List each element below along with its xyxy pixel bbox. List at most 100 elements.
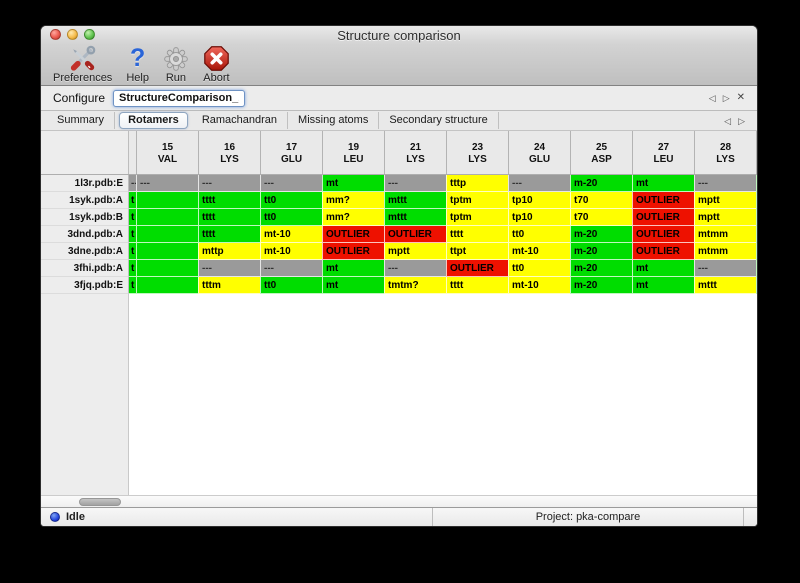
rotamer-cell[interactable]: ---: [508, 175, 570, 192]
rotamer-cell[interactable]: ---: [136, 175, 198, 192]
help-button[interactable]: ? Help: [126, 45, 149, 85]
rotamer-cell[interactable]: [136, 243, 198, 260]
rotamer-cell[interactable]: mt-10: [260, 243, 322, 260]
rotamer-cell[interactable]: OUTLIER: [446, 260, 508, 277]
rotamer-cell[interactable]: tp10: [508, 209, 570, 226]
rotamer-cell[interactable]: mt: [322, 277, 384, 294]
run-button[interactable]: Run: [163, 45, 189, 84]
back-icon[interactable]: ◁: [708, 93, 716, 103]
rotamer-cell[interactable]: ---: [384, 260, 446, 277]
configuration-name-input[interactable]: [113, 89, 246, 107]
close-window-button[interactable]: [50, 29, 61, 40]
rotamer-cell[interactable]: mptt: [384, 243, 446, 260]
rotamer-cell[interactable]: t70: [570, 192, 632, 209]
rotamer-cell[interactable]: tttp: [446, 175, 508, 192]
rotamer-cell[interactable]: OUTLIER: [322, 226, 384, 243]
rotamer-cell[interactable]: [756, 243, 757, 260]
tab-missing-atoms[interactable]: Missing atoms: [288, 112, 380, 129]
rotamer-cell[interactable]: tt0: [260, 192, 322, 209]
rotamer-cell[interactable]: [756, 260, 757, 277]
tabs-forward-icon[interactable]: ▷: [738, 115, 745, 126]
rotamer-cell[interactable]: mttt: [384, 192, 446, 209]
rotamer-cell[interactable]: mm?: [322, 209, 384, 226]
rotamer-cell[interactable]: mm?: [322, 192, 384, 209]
rotamer-cell[interactable]: tttt: [446, 226, 508, 243]
rotamer-cell[interactable]: t: [129, 192, 136, 209]
rotamer-cell[interactable]: m-20: [570, 260, 632, 277]
rotamer-cell[interactable]: t: [129, 226, 136, 243]
abort-button[interactable]: Abort: [203, 45, 230, 84]
rotamer-cell[interactable]: ---: [198, 175, 260, 192]
rotamer-cell[interactable]: tptm: [446, 192, 508, 209]
rotamer-cell[interactable]: tt0: [260, 277, 322, 294]
close-panel-icon[interactable]: ✕: [736, 92, 745, 103]
rotamer-cell[interactable]: [756, 209, 757, 226]
rotamer-cell[interactable]: mt-10: [508, 243, 570, 260]
forward-icon[interactable]: ▷: [722, 93, 730, 103]
rotamer-cell[interactable]: [136, 226, 198, 243]
rotamer-cell[interactable]: m-20: [570, 175, 632, 192]
rotamer-cell[interactable]: ---: [694, 175, 756, 192]
rotamer-cell[interactable]: [756, 192, 757, 209]
rotamer-cell[interactable]: mt: [632, 260, 694, 277]
rotamer-cell[interactable]: tmtm?: [384, 277, 446, 294]
rotamer-cell[interactable]: ---: [384, 175, 446, 192]
rotamer-cell[interactable]: t: [129, 260, 136, 277]
rotamer-cell[interactable]: ---: [260, 175, 322, 192]
rotamer-cell[interactable]: tttt: [198, 209, 260, 226]
rotamer-cell[interactable]: mttp: [198, 243, 260, 260]
tab-secondary-structure[interactable]: Secondary structure: [379, 112, 499, 129]
tab-ramachandran[interactable]: Ramachandran: [192, 112, 289, 129]
rotamer-cell[interactable]: mt: [632, 277, 694, 294]
rotamer-cell[interactable]: t70: [570, 209, 632, 226]
rotamer-cell[interactable]: t: [129, 243, 136, 260]
rotamer-cell[interactable]: mt: [322, 175, 384, 192]
rotamer-cell[interactable]: tttt: [198, 192, 260, 209]
rotamer-cell[interactable]: m-20: [570, 243, 632, 260]
rotamer-cell[interactable]: [756, 277, 757, 294]
tab-rotamers[interactable]: Rotamers: [119, 112, 188, 129]
rotamer-cell[interactable]: mptt: [694, 192, 756, 209]
rotamer-cell[interactable]: OUTLIER: [632, 226, 694, 243]
rotamer-cell[interactable]: mt-10: [260, 226, 322, 243]
rotamer-cell[interactable]: tttt: [198, 226, 260, 243]
rotamer-cell[interactable]: t: [129, 209, 136, 226]
preferences-button[interactable]: Preferences: [53, 45, 112, 84]
rotamer-cell[interactable]: ---: [694, 260, 756, 277]
resize-grip[interactable]: [744, 508, 757, 526]
rotamer-cell[interactable]: tt0: [260, 209, 322, 226]
rotamer-cell[interactable]: ---: [260, 260, 322, 277]
rotamer-cell[interactable]: tp10: [508, 192, 570, 209]
rotamer-cell[interactable]: tttt: [446, 277, 508, 294]
rotamer-cell[interactable]: mtmm: [694, 243, 756, 260]
rotamer-cell[interactable]: [756, 226, 757, 243]
rotamer-cell[interactable]: ttpt: [446, 243, 508, 260]
rotamer-cell[interactable]: OUTLIER: [322, 243, 384, 260]
rotamer-cell[interactable]: [136, 277, 198, 294]
rotamer-cell[interactable]: mptt: [694, 209, 756, 226]
rotamer-cell[interactable]: tt0: [508, 226, 570, 243]
rotamer-cell[interactable]: [136, 192, 198, 209]
rotamer-cell[interactable]: tptm: [446, 209, 508, 226]
rotamer-cell[interactable]: t: [129, 277, 136, 294]
zoom-window-button[interactable]: [84, 29, 95, 40]
rotamer-cell[interactable]: OUTLIER: [384, 226, 446, 243]
minimize-window-button[interactable]: [67, 29, 78, 40]
rotamer-cell[interactable]: OUTLIER: [632, 243, 694, 260]
rotamer-cell[interactable]: tttm: [198, 277, 260, 294]
rotamer-cell[interactable]: [756, 175, 757, 192]
rotamer-cell[interactable]: mtmm: [694, 226, 756, 243]
rotamer-cell[interactable]: [136, 209, 198, 226]
rotamer-cell[interactable]: mt-10: [508, 277, 570, 294]
rotamer-cell[interactable]: m-20: [570, 277, 632, 294]
tab-summary[interactable]: Summary: [47, 112, 116, 129]
rotamer-cell[interactable]: mttt: [694, 277, 756, 294]
horizontal-scrollbar-thumb[interactable]: [79, 498, 121, 506]
tabs-back-icon[interactable]: ◁: [724, 115, 732, 126]
rotamer-cell[interactable]: ---: [198, 260, 260, 277]
horizontal-scrollbar[interactable]: [41, 495, 757, 507]
rotamer-cell[interactable]: tt0: [508, 260, 570, 277]
rotamer-cell[interactable]: OUTLIER: [632, 192, 694, 209]
rotamer-cell[interactable]: mt: [632, 175, 694, 192]
rotamer-cell[interactable]: mt: [322, 260, 384, 277]
